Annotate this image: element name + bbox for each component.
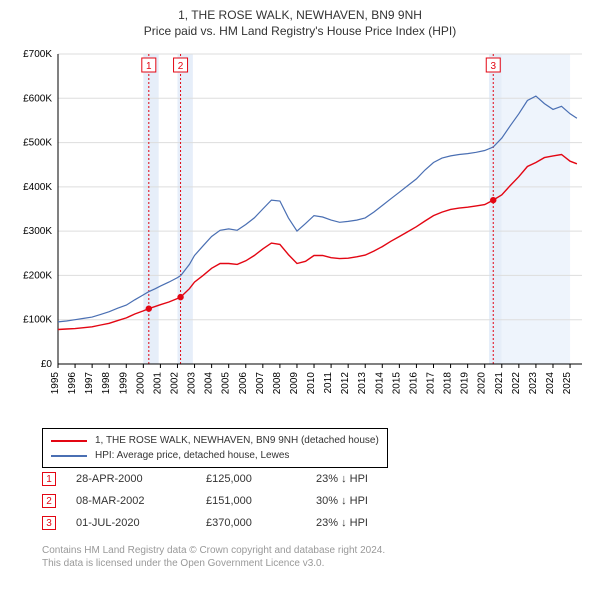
footer-line1: Contains HM Land Registry data © Crown c… [42, 544, 385, 557]
svg-text:1998: 1998 [101, 372, 112, 395]
svg-text:£100K: £100K [23, 315, 52, 326]
svg-text:£0: £0 [41, 359, 53, 370]
svg-text:2018: 2018 [443, 372, 454, 395]
svg-text:2012: 2012 [340, 372, 351, 395]
event-price: £370,000 [206, 517, 296, 529]
event-row: 3 01-JUL-2020 £370,000 23% ↓ HPI [42, 512, 406, 534]
page-root: 1, THE ROSE WALK, NEWHAVEN, BN9 9NH Pric… [0, 0, 600, 590]
svg-text:2023: 2023 [528, 372, 539, 395]
event-date: 28-APR-2000 [76, 473, 186, 485]
svg-text:2025: 2025 [562, 372, 573, 395]
svg-text:£400K: £400K [23, 182, 52, 193]
event-marker-icon: 1 [42, 472, 56, 486]
svg-text:1997: 1997 [84, 372, 95, 395]
event-price: £125,000 [206, 473, 296, 485]
event-delta: 30% ↓ HPI [316, 495, 406, 507]
svg-text:2: 2 [178, 61, 184, 72]
svg-text:2024: 2024 [545, 372, 556, 395]
event-row: 1 28-APR-2000 £125,000 23% ↓ HPI [42, 468, 406, 490]
svg-text:2006: 2006 [238, 372, 249, 395]
events-table: 1 28-APR-2000 £125,000 23% ↓ HPI 2 08-MA… [42, 468, 406, 534]
footer-attribution: Contains HM Land Registry data © Crown c… [42, 544, 385, 570]
event-date: 01-JUL-2020 [76, 517, 186, 529]
svg-text:1999: 1999 [118, 372, 129, 395]
event-date: 08-MAR-2002 [76, 495, 186, 507]
svg-text:2011: 2011 [323, 372, 334, 394]
line-chart-svg: £0 £100K £200K £300K £400K £500K £600K £700K 1 2 3… [10, 50, 590, 420]
svg-text:£500K: £500K [23, 138, 52, 149]
legend-swatch [51, 440, 87, 442]
svg-text:2008: 2008 [272, 372, 283, 395]
svg-text:2022: 2022 [511, 372, 522, 395]
legend-label: HPI: Average price, detached house, Lewe… [95, 448, 289, 463]
svg-text:1995: 1995 [50, 372, 61, 395]
chart-area: £0 £100K £200K £300K £400K £500K £600K £700K 1 2 3… [10, 50, 590, 420]
svg-text:1: 1 [146, 61, 152, 72]
svg-text:£700K: £700K [23, 50, 52, 60]
event-price: £151,000 [206, 495, 296, 507]
svg-text:£200K: £200K [23, 270, 52, 281]
svg-text:2017: 2017 [426, 372, 437, 395]
svg-text:2003: 2003 [187, 372, 198, 395]
svg-text:2004: 2004 [204, 372, 215, 395]
svg-text:2015: 2015 [391, 372, 402, 395]
event-marker-icon: 3 [42, 516, 56, 530]
svg-text:2013: 2013 [357, 372, 368, 395]
title-block: 1, THE ROSE WALK, NEWHAVEN, BN9 9NH Pric… [0, 0, 600, 38]
title-address: 1, THE ROSE WALK, NEWHAVEN, BN9 9NH [0, 8, 600, 22]
title-subtitle: Price paid vs. HM Land Registry's House … [0, 24, 600, 38]
svg-text:2005: 2005 [221, 372, 232, 395]
svg-text:1996: 1996 [67, 372, 78, 395]
svg-text:2016: 2016 [408, 372, 419, 395]
footer-line2: This data is licensed under the Open Gov… [42, 557, 385, 570]
event-delta: 23% ↓ HPI [316, 517, 406, 529]
svg-text:2014: 2014 [374, 372, 385, 395]
svg-text:2019: 2019 [460, 372, 471, 395]
event-delta: 23% ↓ HPI [316, 473, 406, 485]
legend-item-price-paid: 1, THE ROSE WALK, NEWHAVEN, BN9 9NH (det… [51, 433, 379, 448]
legend-swatch [51, 455, 87, 457]
svg-text:2021: 2021 [494, 372, 505, 395]
svg-text:£600K: £600K [23, 93, 52, 104]
svg-text:£300K: £300K [23, 226, 52, 237]
legend-item-hpi: HPI: Average price, detached house, Lewe… [51, 448, 379, 463]
svg-text:2000: 2000 [135, 372, 146, 395]
event-row: 2 08-MAR-2002 £151,000 30% ↓ HPI [42, 490, 406, 512]
svg-text:3: 3 [490, 61, 496, 72]
event-marker-icon: 2 [42, 494, 56, 508]
svg-text:2002: 2002 [169, 372, 180, 395]
svg-text:2007: 2007 [255, 372, 266, 395]
svg-text:2001: 2001 [152, 372, 163, 395]
legend: 1, THE ROSE WALK, NEWHAVEN, BN9 9NH (det… [42, 428, 388, 468]
svg-text:2010: 2010 [306, 372, 317, 395]
svg-text:2009: 2009 [289, 372, 300, 395]
svg-text:2020: 2020 [477, 372, 488, 395]
legend-label: 1, THE ROSE WALK, NEWHAVEN, BN9 9NH (det… [95, 433, 379, 448]
